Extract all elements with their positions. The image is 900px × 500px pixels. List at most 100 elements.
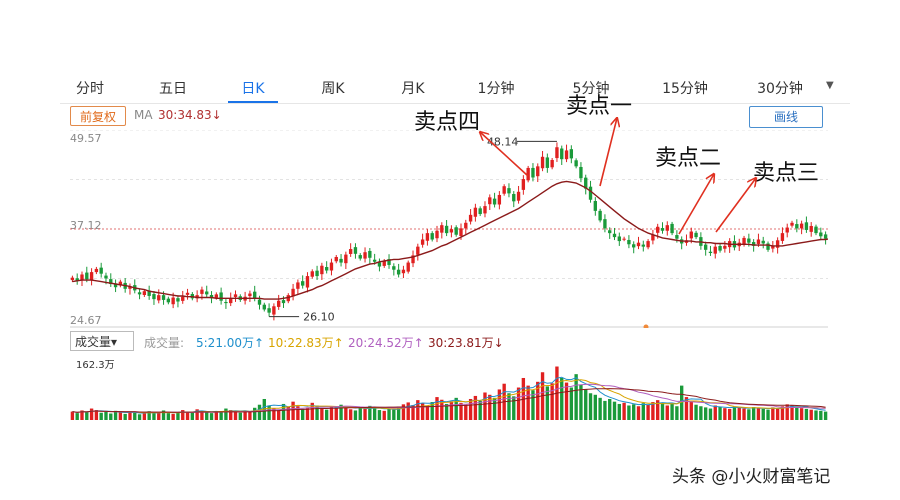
- tab-30min[interactable]: 30分钟: [757, 81, 803, 97]
- volume-ma20-line: [72, 383, 826, 413]
- candle-body: [315, 270, 319, 277]
- volume-bar: [569, 387, 574, 420]
- volume-bar: [665, 405, 669, 420]
- tab-5min[interactable]: 5分钟: [572, 81, 610, 97]
- candle-body: [70, 277, 75, 281]
- volume-bar: [464, 404, 468, 420]
- candle-body: [200, 289, 204, 294]
- adjust-price-button[interactable]: 前复权: [70, 106, 126, 126]
- candle-body: [358, 255, 362, 259]
- volume-ma20: 20:24.52万↑: [348, 336, 424, 350]
- candle-body: [588, 186, 593, 200]
- candle-body: [785, 227, 789, 233]
- volume-ma10-line: [72, 379, 826, 414]
- candle-body: [195, 295, 199, 299]
- volume-bar: [507, 393, 511, 420]
- candle-body: [229, 298, 233, 304]
- candle-body: [257, 299, 262, 305]
- candle-body: [742, 237, 746, 245]
- candle-body: [209, 295, 214, 299]
- candle-body: [329, 262, 334, 271]
- tab-weekly-k[interactable]: 周K: [321, 81, 345, 97]
- volume-ma5-line: [72, 376, 826, 414]
- candle-body: [411, 255, 415, 264]
- candle-body: [248, 293, 252, 297]
- volume-bar: [545, 386, 550, 420]
- candle-body: [612, 233, 617, 238]
- volume-bar: [646, 404, 650, 420]
- candle-body: [646, 241, 650, 248]
- candle-body: [435, 230, 439, 239]
- volume-indicator-select[interactable]: 成交量▾: [70, 331, 134, 351]
- volume-bar: [684, 397, 689, 420]
- candle-body: [536, 166, 540, 177]
- candle-body: [814, 226, 818, 234]
- candle-body: [430, 233, 434, 240]
- candle-body: [660, 228, 665, 231]
- candle-body: [109, 279, 113, 285]
- volume-bar: [526, 385, 530, 420]
- volume-bar: [320, 408, 324, 420]
- volume-bar: [133, 412, 137, 420]
- volume-bar: [94, 410, 99, 420]
- volume-bar: [109, 413, 113, 420]
- volume-bar: [718, 407, 722, 420]
- candle-body: [392, 266, 396, 270]
- volume-bar: [598, 397, 602, 420]
- volume-bar: [348, 409, 353, 420]
- volume-bar: [790, 405, 794, 420]
- sell-point-1-label: 卖点一: [566, 94, 633, 119]
- candle-body: [161, 295, 166, 300]
- volume-bar: [627, 405, 631, 420]
- candle-body: [809, 225, 813, 232]
- volume-bar: [488, 394, 492, 420]
- volume-bar: [272, 408, 276, 420]
- volume-bar: [593, 394, 598, 420]
- volume-bar: [468, 398, 473, 420]
- tab-15min[interactable]: 15分钟: [662, 81, 708, 97]
- volume-bar: [804, 408, 809, 420]
- tab-wuri[interactable]: 五日: [159, 81, 187, 97]
- price-labels: 48.14 26.10: [269, 135, 649, 328]
- candle-body: [305, 276, 310, 288]
- volume-bar: [152, 413, 156, 420]
- candle-body: [233, 294, 238, 298]
- active-tab-underline: [228, 101, 278, 103]
- candle-body: [540, 156, 545, 169]
- volume-axis-max: 162.3万: [76, 360, 115, 371]
- volume-bar: [809, 409, 813, 420]
- candle-body: [99, 267, 103, 274]
- candles: [70, 142, 828, 321]
- tab-monthly-k[interactable]: 月K: [401, 81, 425, 97]
- volume-bar: [89, 408, 94, 420]
- candle-body: [344, 254, 348, 264]
- candle-body: [118, 281, 123, 286]
- volume-bar: [243, 410, 247, 420]
- candle-body: [775, 240, 780, 248]
- volume-bar: [85, 412, 89, 420]
- volume-bar: [262, 398, 266, 420]
- candle-body: [516, 191, 521, 201]
- volume-bar: [747, 409, 751, 420]
- candle-body: [296, 282, 300, 289]
- volume-bar: [420, 403, 425, 420]
- chevron-down-icon[interactable]: ▼: [826, 80, 834, 91]
- volume-bar: [780, 406, 785, 420]
- volume-bar: [536, 381, 540, 420]
- tab-daily-k[interactable]: 日K: [241, 81, 265, 97]
- tab-fenshi[interactable]: 分时: [76, 81, 104, 97]
- candle-body: [137, 292, 142, 295]
- candle-body: [703, 244, 708, 250]
- candle-body: [497, 194, 502, 205]
- volume-bar: [732, 406, 737, 420]
- tab-1min[interactable]: 1分钟: [477, 81, 515, 97]
- sell-point-4-label: 卖点四: [414, 110, 481, 135]
- candle-body: [382, 260, 386, 266]
- draw-line-button[interactable]: 画线: [749, 106, 823, 128]
- volume-bar: [516, 387, 521, 420]
- volume-bar: [171, 413, 175, 420]
- volume-bar: [229, 410, 233, 420]
- candle-body: [181, 296, 185, 301]
- volume-bar: [473, 395, 478, 420]
- candle-body: [171, 297, 175, 305]
